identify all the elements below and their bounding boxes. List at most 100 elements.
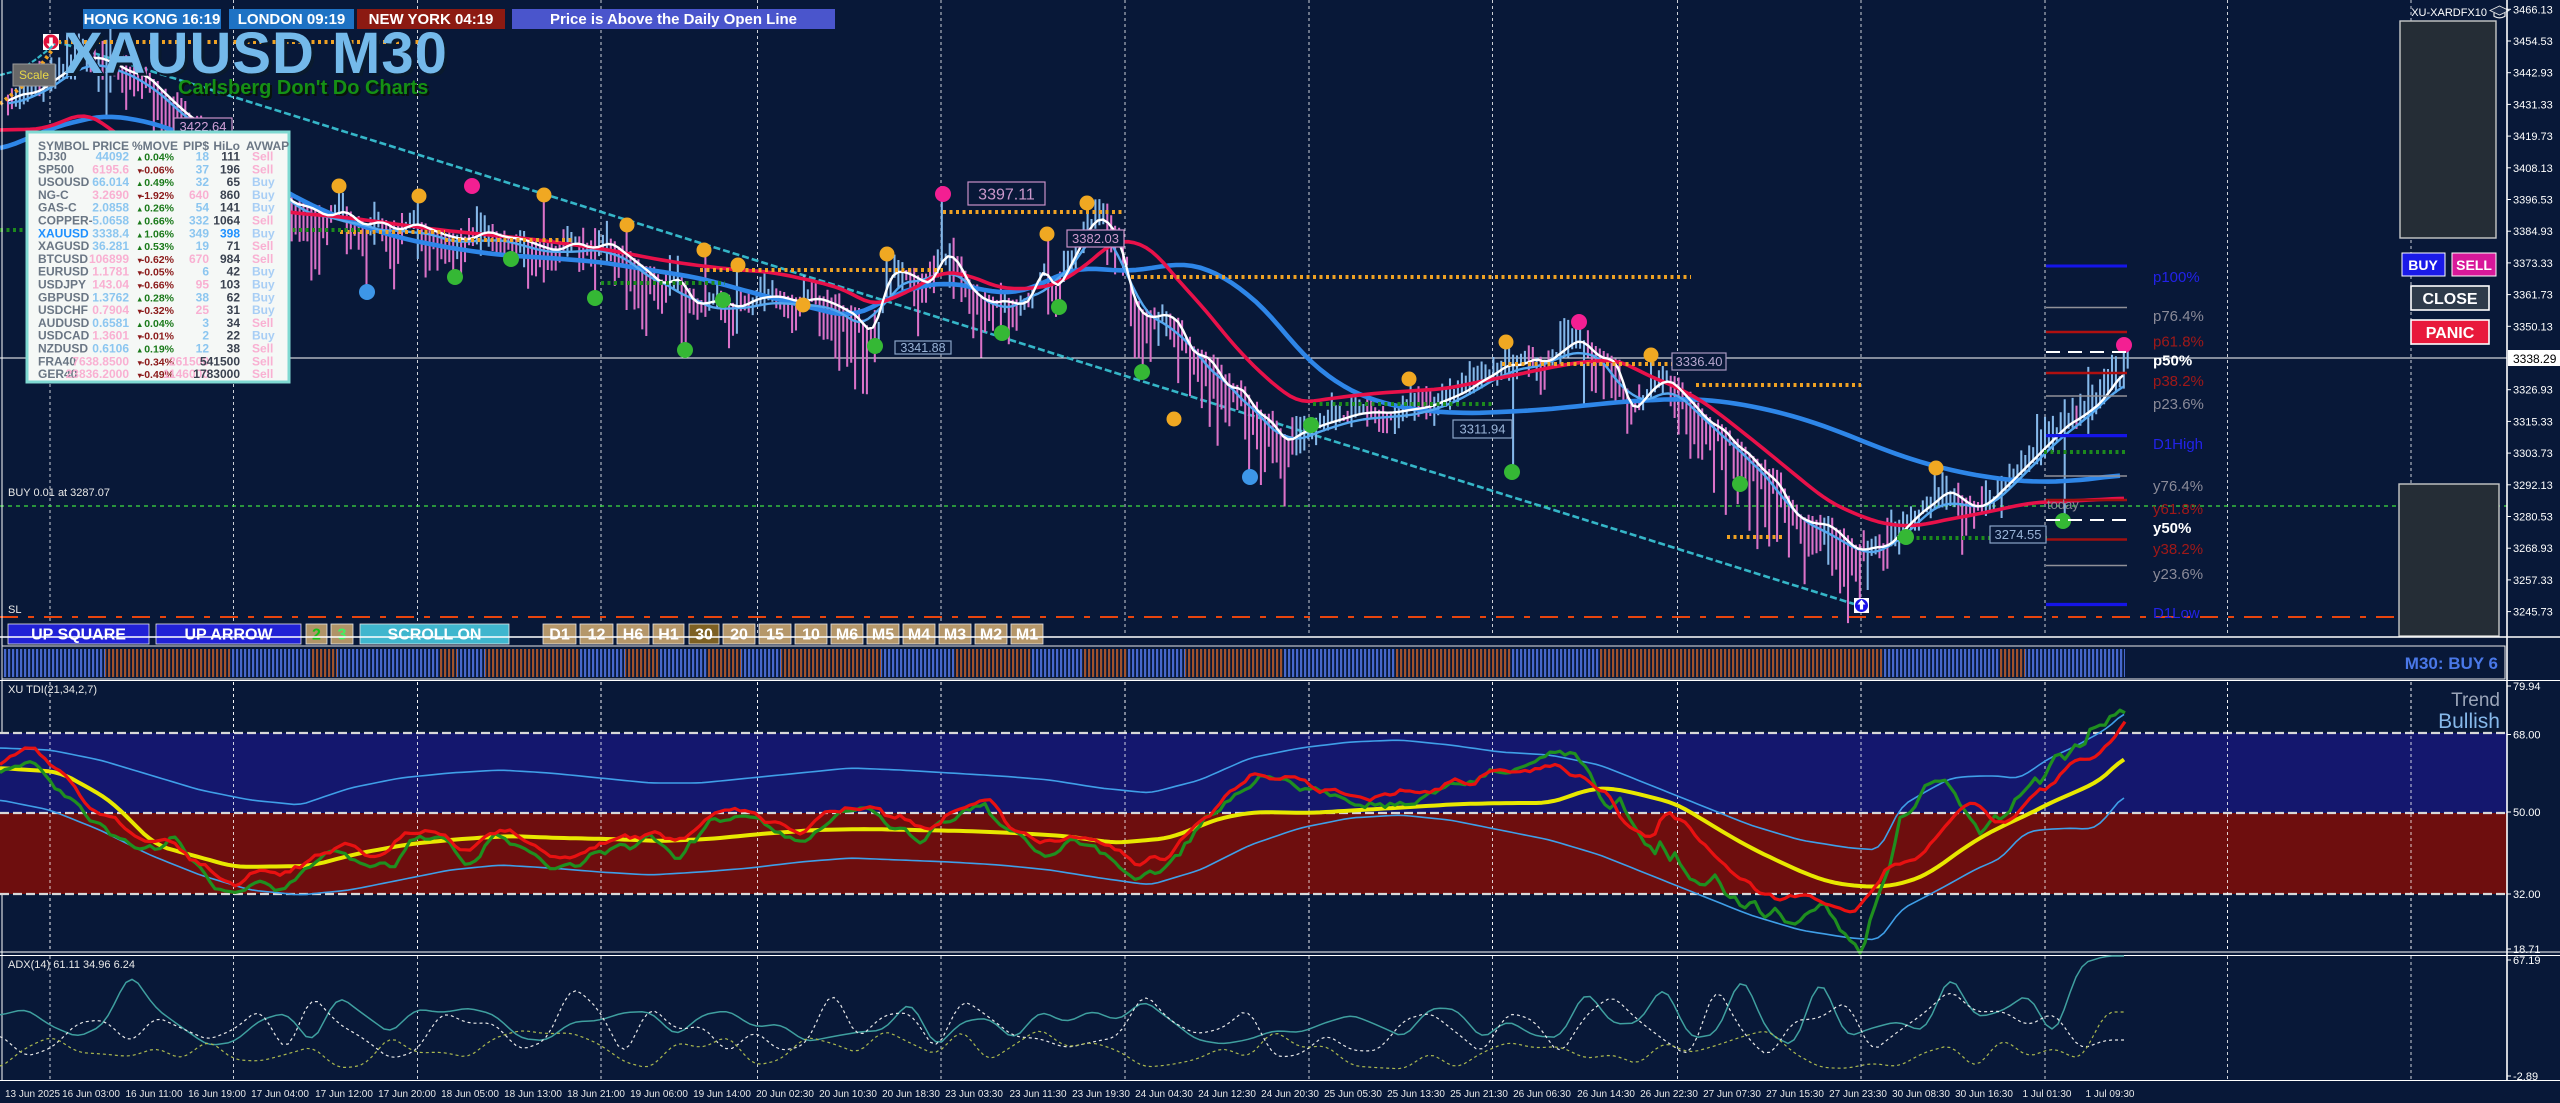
svg-text:26 Jun 06:30: 26 Jun 06:30 bbox=[1513, 1089, 1571, 1100]
svg-text:M30: BUY 6: M30: BUY 6 bbox=[2405, 654, 2498, 673]
svg-text:-0.05%: -0.05% bbox=[141, 267, 175, 279]
svg-text:3257.33: 3257.33 bbox=[2513, 575, 2553, 587]
svg-text:▼: ▼ bbox=[136, 371, 143, 380]
svg-text:▲: ▲ bbox=[136, 320, 143, 329]
svg-text:3350.13: 3350.13 bbox=[2513, 321, 2553, 333]
svg-text:44092: 44092 bbox=[96, 150, 130, 164]
svg-text:3245.73: 3245.73 bbox=[2513, 607, 2553, 619]
svg-text:103: 103 bbox=[220, 278, 240, 292]
svg-text:0.53%: 0.53% bbox=[144, 241, 174, 253]
svg-text:24 Jun 12:30: 24 Jun 12:30 bbox=[1198, 1089, 1256, 1100]
svg-text:3384.93: 3384.93 bbox=[2513, 226, 2553, 238]
svg-text:3292.13: 3292.13 bbox=[2513, 480, 2553, 492]
svg-text:p76.4%: p76.4% bbox=[2153, 308, 2204, 325]
svg-text:GAS-C: GAS-C bbox=[38, 201, 77, 215]
svg-text:30: 30 bbox=[695, 627, 713, 644]
svg-text:3408.13: 3408.13 bbox=[2513, 163, 2553, 175]
svg-text:y50%: y50% bbox=[2153, 520, 2191, 537]
svg-text:-0.01%: -0.01% bbox=[141, 331, 175, 343]
svg-text:3454.53: 3454.53 bbox=[2513, 36, 2553, 48]
svg-text:27 Jun 07:30: 27 Jun 07:30 bbox=[1703, 1089, 1761, 1100]
svg-text:0.7904: 0.7904 bbox=[92, 303, 129, 317]
svg-text:SELL: SELL bbox=[2456, 257, 2492, 273]
svg-text:Sell: Sell bbox=[252, 367, 273, 381]
svg-text:p38.2%: p38.2% bbox=[2153, 373, 2204, 390]
svg-text:860: 860 bbox=[220, 188, 240, 202]
svg-text:23 Jun 19:30: 23 Jun 19:30 bbox=[1072, 1089, 1130, 1100]
svg-text:FRA40: FRA40 bbox=[38, 354, 76, 368]
svg-text:Buy: Buy bbox=[252, 188, 275, 202]
svg-text:3336.40: 3336.40 bbox=[1676, 354, 1723, 369]
svg-text:42: 42 bbox=[227, 265, 241, 279]
svg-text:3280.53: 3280.53 bbox=[2513, 512, 2553, 524]
svg-text:12: 12 bbox=[196, 342, 210, 356]
svg-text:▲: ▲ bbox=[136, 230, 143, 239]
svg-text:2.0858: 2.0858 bbox=[92, 201, 129, 215]
svg-text:H6: H6 bbox=[623, 627, 644, 644]
svg-text:USDCHF: USDCHF bbox=[38, 303, 88, 317]
svg-text:p61.8%: p61.8% bbox=[2153, 334, 2204, 351]
svg-text:13 Jun 2025: 13 Jun 2025 bbox=[5, 1089, 60, 1100]
svg-text:p23.6%: p23.6% bbox=[2153, 396, 2204, 413]
svg-text:COPPER-: COPPER- bbox=[38, 214, 93, 228]
svg-text:143.04: 143.04 bbox=[92, 278, 129, 292]
svg-text:y38.2%: y38.2% bbox=[2153, 541, 2203, 558]
svg-text:D1High: D1High bbox=[2153, 436, 2203, 453]
svg-text:0.28%: 0.28% bbox=[144, 292, 174, 304]
svg-text:Sell: Sell bbox=[252, 354, 273, 368]
svg-text:640: 640 bbox=[189, 188, 209, 202]
svg-text:261500: 261500 bbox=[169, 354, 209, 368]
svg-text:3268.93: 3268.93 bbox=[2513, 543, 2553, 555]
svg-text:PANIC: PANIC bbox=[2426, 325, 2475, 342]
svg-text:▼: ▼ bbox=[136, 256, 143, 265]
svg-text:22: 22 bbox=[227, 329, 241, 343]
svg-text:Sell: Sell bbox=[252, 214, 273, 228]
svg-text:18.71: 18.71 bbox=[2513, 944, 2541, 956]
svg-text:Price is Above the Daily Open: Price is Above the Daily Open Line bbox=[550, 11, 797, 28]
svg-text:NG-C: NG-C bbox=[38, 188, 69, 202]
svg-text:▼: ▼ bbox=[136, 358, 143, 367]
svg-text:1064: 1064 bbox=[213, 214, 240, 228]
svg-text:106899: 106899 bbox=[89, 252, 129, 266]
svg-text:-0.32%: -0.32% bbox=[141, 305, 175, 317]
svg-text:Sell: Sell bbox=[252, 316, 273, 330]
svg-text:25 Jun 13:30: 25 Jun 13:30 bbox=[1387, 1089, 1445, 1100]
svg-text:Buy: Buy bbox=[252, 329, 275, 343]
svg-text:1.1781: 1.1781 bbox=[92, 265, 129, 279]
svg-text:SL: SL bbox=[8, 604, 21, 616]
svg-text:3419.73: 3419.73 bbox=[2513, 131, 2553, 143]
svg-text:1 Jul 01:30: 1 Jul 01:30 bbox=[2023, 1089, 2072, 1100]
svg-text:3466.13: 3466.13 bbox=[2513, 4, 2553, 16]
svg-text:SCROLL ON: SCROLL ON bbox=[388, 627, 482, 644]
svg-text:3303.73: 3303.73 bbox=[2513, 448, 2553, 460]
svg-text:XAUUSD: XAUUSD bbox=[38, 226, 89, 240]
svg-text:19 Jun 14:00: 19 Jun 14:00 bbox=[693, 1089, 751, 1100]
svg-text:HONG KONG 16:19: HONG KONG 16:19 bbox=[84, 11, 221, 28]
svg-text:332: 332 bbox=[189, 214, 209, 228]
svg-text:Sell: Sell bbox=[252, 252, 273, 266]
svg-text:DJ30: DJ30 bbox=[38, 150, 67, 164]
svg-text:15: 15 bbox=[766, 627, 784, 644]
svg-text:17 Jun 20:00: 17 Jun 20:00 bbox=[378, 1089, 436, 1100]
svg-text:M6: M6 bbox=[836, 627, 858, 644]
svg-text:18 Jun 21:00: 18 Jun 21:00 bbox=[567, 1089, 625, 1100]
svg-text:▼: ▼ bbox=[136, 333, 143, 342]
svg-text:BUY: BUY bbox=[2408, 257, 2438, 273]
svg-text:EURUSD: EURUSD bbox=[38, 265, 89, 279]
svg-text:17 Jun 12:00: 17 Jun 12:00 bbox=[315, 1089, 373, 1100]
svg-text:UP ARROW: UP ARROW bbox=[185, 627, 274, 644]
svg-text:▼: ▼ bbox=[136, 192, 143, 201]
svg-text:1.3762: 1.3762 bbox=[92, 290, 129, 304]
svg-text:Sell: Sell bbox=[252, 150, 273, 164]
svg-text:24 Jun 04:30: 24 Jun 04:30 bbox=[1135, 1089, 1193, 1100]
svg-text:30 Jun 16:30: 30 Jun 16:30 bbox=[1955, 1089, 2013, 1100]
svg-text:20 Jun 02:30: 20 Jun 02:30 bbox=[756, 1089, 814, 1100]
svg-text:20 Jun 18:30: 20 Jun 18:30 bbox=[882, 1089, 940, 1100]
svg-text:H1: H1 bbox=[658, 627, 679, 644]
svg-text:34: 34 bbox=[227, 316, 241, 330]
svg-text:12: 12 bbox=[588, 627, 606, 644]
svg-text:today: today bbox=[2047, 497, 2079, 512]
svg-text:67.19: 67.19 bbox=[2513, 955, 2541, 967]
svg-text:0.66%: 0.66% bbox=[144, 216, 174, 228]
svg-text:23 Jun 11:30: 23 Jun 11:30 bbox=[1009, 1089, 1067, 1100]
